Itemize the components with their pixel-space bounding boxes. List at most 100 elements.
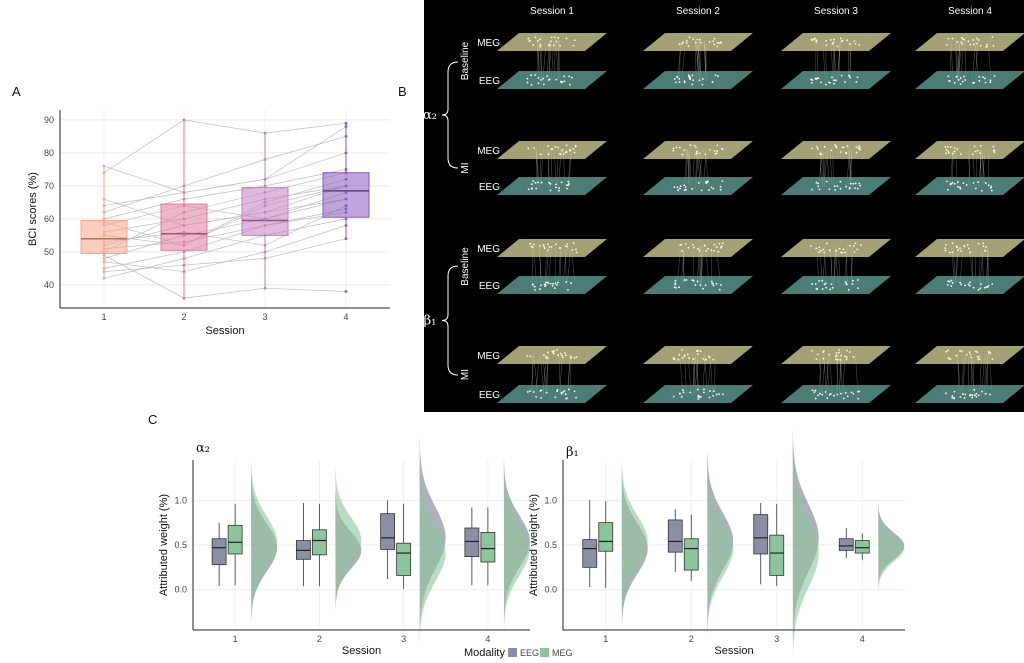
meg-node-r4-c3-0 xyxy=(852,356,855,358)
eeg-node-r1-c2-1 xyxy=(673,77,676,80)
meg-node-r3-c1-20 xyxy=(564,245,567,247)
meg-node-r3-c2-4 xyxy=(687,246,690,249)
eeg-node-r1-c3-21 xyxy=(829,82,832,84)
eeg-node-r1-c2-3 xyxy=(702,78,704,80)
meg-node-r1-c2-21 xyxy=(713,43,716,46)
meg-node-r2-c4-17 xyxy=(946,146,949,148)
eeg-node-r3-c2-17 xyxy=(685,279,688,281)
x-tick-label-3: 4 xyxy=(343,312,348,322)
y-tick-label-2: 1.0 xyxy=(544,495,557,505)
meg-node-r3-c3-4 xyxy=(853,250,856,253)
meg-node-r2-c3-11 xyxy=(839,151,842,153)
subject-point-2-0 xyxy=(102,217,106,221)
eeg-node-r3-c2-12 xyxy=(692,279,695,282)
eeg-node-r4-c2-13 xyxy=(682,391,685,394)
meg-node-r1-c3-8 xyxy=(825,44,828,47)
meg-node-r4-c4-20 xyxy=(976,356,979,358)
meg-layer-r4-c4 xyxy=(915,346,1024,364)
meg-node-r4-c3-5 xyxy=(816,353,819,356)
meg-node-r4-c3-17 xyxy=(845,356,848,359)
eeg-node-r3-c4-21 xyxy=(948,280,951,283)
y-axis-title: Attributed weight (%) xyxy=(528,494,540,596)
meg-node-r3-c3-2 xyxy=(854,242,857,245)
meg-node-r2-c4-7 xyxy=(945,152,948,155)
eeg-node-r3-c4-15 xyxy=(979,287,982,290)
x-tick-label-1: 2 xyxy=(181,312,186,322)
meg-node-r3-c4-8 xyxy=(944,243,947,246)
meg-node-r3-c4-9 xyxy=(957,249,960,252)
eeg-node-r2-c4-12 xyxy=(962,182,965,184)
meg-node-r3-c4-1 xyxy=(977,242,980,245)
meg-node-r1-c2-20 xyxy=(699,41,702,44)
panel-c-label: C xyxy=(148,412,157,427)
y-tick-label-4: 80 xyxy=(44,148,54,158)
meg-node-r2-c3-20 xyxy=(857,147,860,150)
eeg-node-r2-c1-15 xyxy=(567,184,570,187)
meg-node-r4-c3-3 xyxy=(835,352,838,354)
eeg-node-r4-c4-9 xyxy=(974,394,976,397)
meg-node-r1-c2-2 xyxy=(681,42,684,45)
eeg-node-r3-c3-19 xyxy=(845,282,848,285)
meg-node-r1-c4-4 xyxy=(991,36,994,38)
meg-node-r2-c1-21 xyxy=(573,151,576,154)
eeg-node-r3-c3-18 xyxy=(851,279,854,282)
eeg-node-r3-c1-12 xyxy=(553,287,556,289)
density-meg-s1 xyxy=(251,460,278,625)
meg-node-r2-c3-2 xyxy=(855,151,858,154)
eeg-node-r1-c2-7 xyxy=(675,81,677,84)
eeg-node-r4-c3-1 xyxy=(833,394,835,397)
meg-node-r1-c3-4 xyxy=(812,38,815,41)
meg-node-r2-c2-15 xyxy=(681,153,684,156)
meg-node-r1-c3-3 xyxy=(810,38,813,41)
meg-layer-r1-c2 xyxy=(643,33,753,51)
meg-node-r4-c2-16 xyxy=(705,358,707,361)
meg-node-r3-c1-17 xyxy=(555,243,557,246)
meg-node-r1-c1-6 xyxy=(553,36,556,39)
meg-node-r2-c1-15 xyxy=(572,148,575,150)
eeg-node-r2-c1-7 xyxy=(535,187,538,190)
eeg-node-r1-c2-0 xyxy=(687,74,690,77)
eeg-node-r3-c4-16 xyxy=(964,284,966,287)
eeg-node-r3-c4-20 xyxy=(991,283,994,285)
subject-point-6-0 xyxy=(102,276,106,280)
eeg-node-r1-c3-6 xyxy=(817,77,820,80)
eeg-node-r1-c4-8 xyxy=(978,80,981,82)
eeg-node-r3-c1-20 xyxy=(556,284,558,286)
meg-node-r1-c3-17 xyxy=(832,41,835,44)
subject-point-7-1 xyxy=(182,204,186,208)
eeg-node-r2-c4-3 xyxy=(980,189,983,192)
meg-layer-r2-c3 xyxy=(781,141,891,159)
eeg-node-r3-c1-10 xyxy=(544,285,547,288)
meg-node-r3-c4-11 xyxy=(960,250,962,252)
meg-node-r2-c2-21 xyxy=(721,148,724,151)
eeg-node-r4-c3-10 xyxy=(857,397,860,400)
eeg-node-r2-c4-16 xyxy=(972,181,975,184)
meg-node-r4-c4-10 xyxy=(970,356,972,359)
eeg-node-r2-c4-17 xyxy=(951,181,954,184)
meg-node-r4-c1-1 xyxy=(526,355,529,357)
eeg-node-r1-c1-2 xyxy=(548,78,551,81)
eeg-node-r2-c1-4 xyxy=(566,187,568,190)
meg-node-r3-c3-3 xyxy=(843,251,846,254)
eeg-node-r4-c4-17 xyxy=(975,392,978,395)
meg-node-r2-c4-12 xyxy=(993,149,995,152)
eeg-node-r4-c1-20 xyxy=(545,391,548,394)
subject-point-4-2 xyxy=(263,201,267,204)
meg-node-r3-c3-7 xyxy=(828,249,831,252)
eeg-node-r4-c3-7 xyxy=(840,392,842,395)
meg-node-r4-c4-6 xyxy=(969,353,972,356)
meg-node-r4-c1-7 xyxy=(556,349,558,351)
eeg-node-r2-c4-21 xyxy=(977,181,980,183)
density-meg-s2 xyxy=(707,460,734,638)
meg-node-r1-c3-15 xyxy=(829,38,832,41)
meg-node-r4-c2-15 xyxy=(686,353,689,356)
meg-node-r2-c4-2 xyxy=(976,149,979,152)
subject-point-6-1 xyxy=(182,257,186,260)
meg-node-r1-c1-10 xyxy=(548,44,551,47)
meg-node-r4-c3-6 xyxy=(822,357,825,360)
eeg-node-r4-c3-14 xyxy=(850,391,853,394)
eeg-node-r1-c3-11 xyxy=(833,82,835,85)
meg-node-r3-c3-13 xyxy=(856,248,859,251)
eeg-node-r2-c3-13 xyxy=(817,185,820,188)
meg-layer-r1-c3 xyxy=(781,33,891,51)
